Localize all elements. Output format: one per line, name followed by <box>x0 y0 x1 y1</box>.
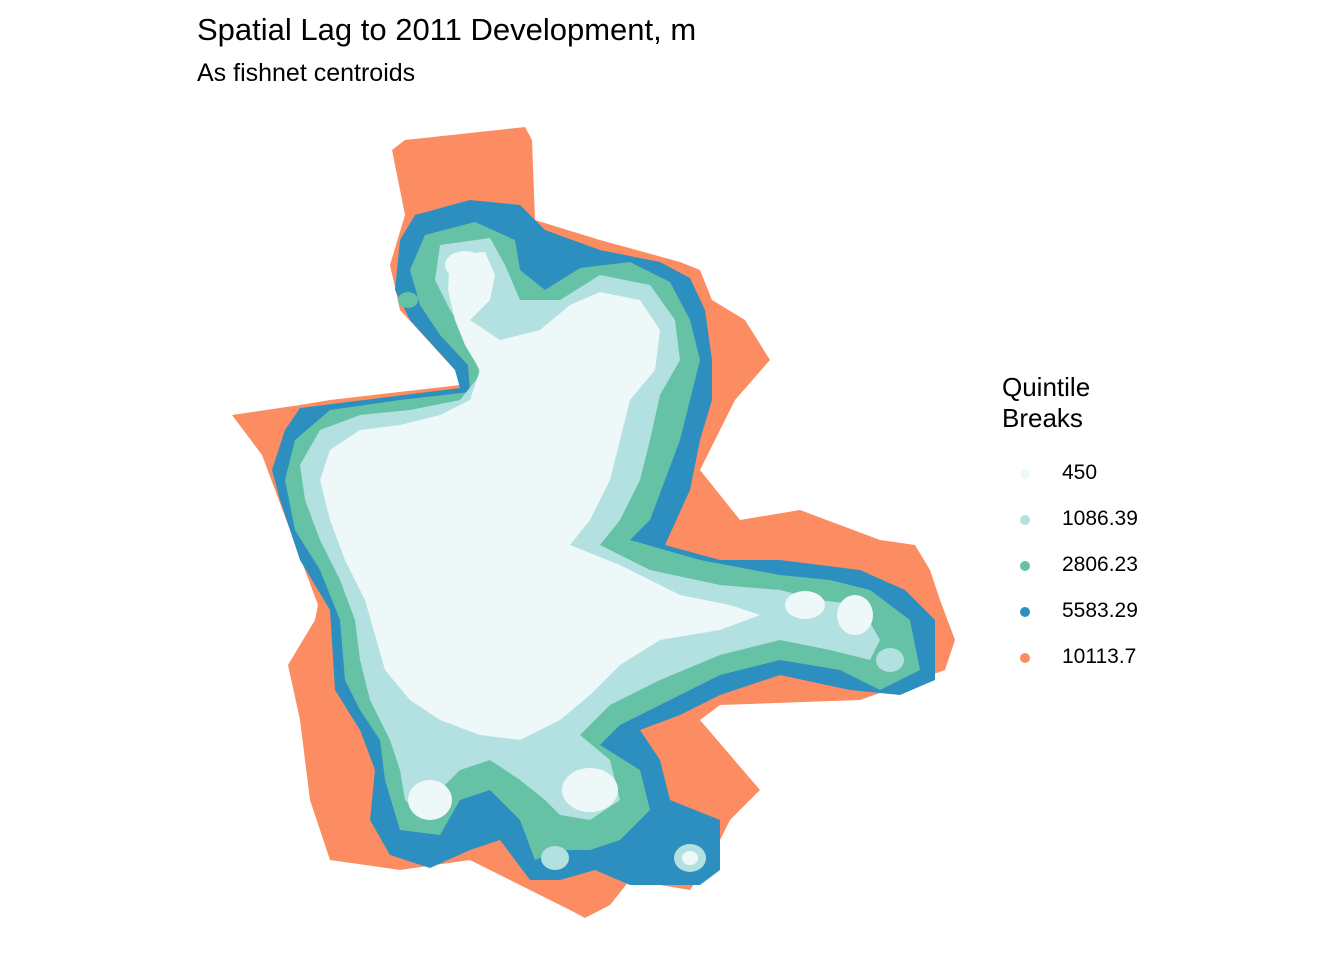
legend-item: 2806.23 <box>1002 552 1138 598</box>
patch-east-1 <box>785 591 825 619</box>
legend-label: 450 <box>1062 461 1098 484</box>
legend-item: 10113.7 <box>1002 644 1136 690</box>
legend-swatch <box>1020 607 1030 617</box>
legend-item: 1086.39 <box>1002 506 1138 552</box>
legend-swatch <box>1020 515 1030 525</box>
legend-item: 5583.29 <box>1002 598 1138 644</box>
legend-item: 450 <box>1002 460 1097 506</box>
legend-label: 2806.23 <box>1062 553 1138 576</box>
legend-label: 5583.29 <box>1062 599 1138 622</box>
legend: Quintile Breaks 450 1086.39 2806.23 5583… <box>1002 372 1138 690</box>
legend-label: 1086.39 <box>1062 507 1138 530</box>
patch-south-3 <box>541 846 569 870</box>
chart-subtitle: As fishnet centroids <box>197 59 416 87</box>
patch-east-2 <box>837 595 873 635</box>
legend-label: 10113.7 <box>1062 645 1137 668</box>
patch-south-5 <box>682 851 698 865</box>
patch-south-2 <box>562 768 618 812</box>
legend-title: Quintile Breaks <box>1002 372 1091 433</box>
legend-swatch <box>1020 653 1030 663</box>
patch-north-1 <box>445 251 485 279</box>
band-450 <box>320 252 760 740</box>
legend-swatch <box>1020 561 1030 571</box>
patch-east-3 <box>876 648 904 672</box>
patch-north-2 <box>398 292 418 308</box>
chart-title: Spatial Lag to 2011 Development, m <box>197 12 697 47</box>
legend-swatch <box>1020 469 1030 479</box>
patch-south-1 <box>408 780 452 820</box>
